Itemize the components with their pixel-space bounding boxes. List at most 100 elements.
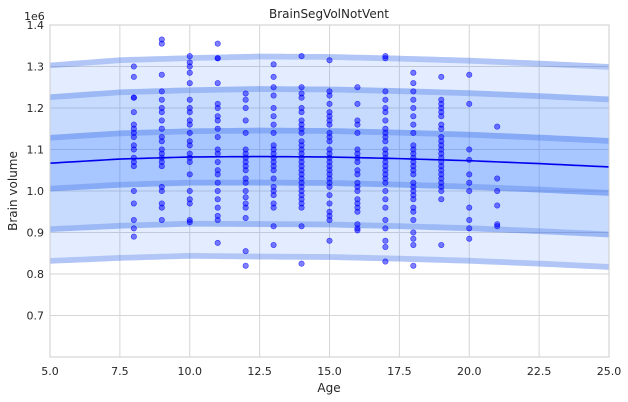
data-point [242, 90, 249, 97]
y-tick-label: 0.8 [27, 268, 45, 281]
data-point [382, 188, 389, 195]
data-point [326, 192, 333, 199]
data-point [242, 105, 249, 112]
data-point [466, 171, 473, 178]
data-point [438, 241, 445, 248]
data-point [326, 200, 333, 207]
data-point [130, 188, 137, 195]
data-point [382, 109, 389, 116]
data-point [130, 134, 137, 141]
data-point [242, 96, 249, 103]
x-tick-label: 25.0 [597, 365, 622, 378]
data-point [298, 109, 305, 116]
data-point [214, 55, 221, 62]
y-tick-label: 0.9 [27, 227, 45, 240]
data-point [270, 121, 277, 128]
data-point [494, 202, 501, 209]
data-point [130, 94, 137, 101]
data-point [270, 204, 277, 211]
data-point [438, 113, 445, 120]
x-tick-label: 17.5 [387, 365, 412, 378]
data-point [382, 244, 389, 251]
data-point [410, 129, 417, 136]
data-point [270, 61, 277, 68]
data-point [466, 217, 473, 224]
data-point [130, 63, 137, 70]
y-tick-label: 1.2 [27, 102, 45, 115]
centile-band-edge [50, 179, 609, 196]
data-point [158, 88, 165, 95]
data-point [410, 262, 417, 269]
data-point [298, 204, 305, 211]
data-point [242, 262, 249, 269]
y-tick-label: 0.7 [27, 310, 45, 323]
data-point [326, 138, 333, 145]
data-point [270, 105, 277, 112]
data-point [354, 121, 361, 128]
data-point [186, 142, 193, 149]
data-point [354, 100, 361, 107]
data-point [326, 237, 333, 244]
data-point [186, 158, 193, 165]
data-point [466, 235, 473, 242]
data-point [354, 188, 361, 195]
data-point [382, 237, 389, 244]
data-point [298, 53, 305, 60]
data-point [270, 175, 277, 182]
y-offset-label: 1e6 [24, 10, 45, 23]
data-point [130, 109, 137, 116]
data-point [410, 208, 417, 215]
data-point [410, 88, 417, 95]
data-point [214, 150, 221, 157]
data-point [270, 167, 277, 174]
chart-title: BrainSegVolNotVent [269, 7, 389, 21]
data-point [130, 225, 137, 232]
data-point [242, 248, 249, 255]
data-point [242, 204, 249, 211]
x-tick-label: 20.0 [457, 365, 482, 378]
data-point [326, 100, 333, 107]
data-point [466, 179, 473, 186]
data-point [242, 117, 249, 124]
data-point [158, 217, 165, 224]
data-point [410, 241, 417, 248]
data-point [214, 239, 221, 246]
data-point [410, 171, 417, 178]
data-point [186, 69, 193, 76]
data-point [382, 179, 389, 186]
data-point [410, 69, 417, 76]
data-point [326, 121, 333, 128]
data-point [158, 117, 165, 124]
data-point [438, 188, 445, 195]
data-point [214, 158, 221, 165]
data-point [466, 204, 473, 211]
data-point [130, 233, 137, 240]
y-tick-label: 1.0 [27, 185, 45, 198]
data-point [186, 188, 193, 195]
data-point [298, 260, 305, 267]
data-point [438, 196, 445, 203]
data-point [158, 96, 165, 103]
data-point [382, 55, 389, 62]
data-point [466, 71, 473, 78]
data-point [158, 163, 165, 170]
data-point [382, 88, 389, 95]
data-point [466, 100, 473, 107]
y-tick-label: 1.4 [27, 19, 45, 32]
data-point [410, 217, 417, 224]
x-axis-label: Age [317, 381, 340, 395]
data-point [270, 113, 277, 120]
data-point [186, 219, 193, 226]
data-point [130, 73, 137, 80]
data-point [214, 171, 221, 178]
data-point [326, 183, 333, 190]
data-point [158, 204, 165, 211]
centile-band-edge [50, 86, 609, 103]
data-point [270, 73, 277, 80]
data-point [270, 92, 277, 99]
data-point [214, 196, 221, 203]
data-point [298, 94, 305, 101]
data-point [214, 117, 221, 124]
data-point [410, 121, 417, 128]
data-point [214, 105, 221, 112]
